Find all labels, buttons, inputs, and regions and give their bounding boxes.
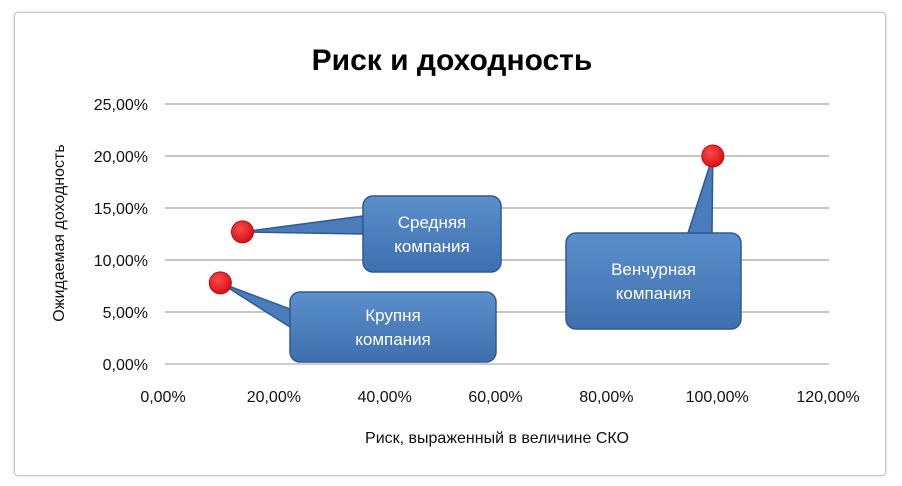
- x-tick-label: 120,00%: [796, 389, 859, 406]
- y-tick-label: 0,00%: [103, 357, 148, 374]
- callout-pointer: [686, 155, 714, 234]
- y-axis-ticks: 0,00% 5,00% 10,00% 15,00% 20,00% 25,00%: [94, 97, 148, 374]
- data-points: [208, 144, 725, 295]
- data-point: [230, 220, 254, 244]
- callout-pointer: [242, 215, 364, 235]
- callout: Венчурная компания: [565, 155, 742, 330]
- y-tick-label: 20,00%: [94, 149, 148, 166]
- callout-box: [289, 291, 497, 363]
- x-tick-label: 40,00%: [358, 389, 412, 406]
- callout: Средняя компания: [242, 195, 502, 273]
- x-axis-ticks: 0,00% 20,00% 40,00% 60,00% 80,00% 100,00% 120,…: [140, 389, 859, 406]
- callout: Крупня компания: [219, 282, 497, 363]
- callout-box: [565, 232, 742, 330]
- x-tick-label: 20,00%: [247, 389, 301, 406]
- x-axis-label: Риск, выраженный в величине СКО: [365, 430, 629, 447]
- y-tick-label: 25,00%: [94, 97, 148, 114]
- callout-label: компания: [355, 330, 431, 349]
- callout-box: [362, 195, 502, 273]
- x-tick-label: 80,00%: [579, 389, 633, 406]
- y-tick-label: 5,00%: [103, 305, 148, 322]
- callout-label: компания: [394, 237, 470, 256]
- chart-title: Риск и доходность: [312, 44, 593, 77]
- callout-label: Крупня: [365, 306, 420, 325]
- x-tick-label: 60,00%: [468, 389, 522, 406]
- callout-label: Венчурная: [611, 260, 696, 279]
- y-tick-label: 10,00%: [94, 253, 148, 270]
- y-axis-label: Ожидаемая доходность: [51, 144, 68, 321]
- callout-label: Средняя: [398, 213, 467, 232]
- data-point: [701, 144, 725, 168]
- y-tick-label: 15,00%: [94, 201, 148, 218]
- callout-pointer: [219, 282, 291, 329]
- callouts: Средняя компания Крупня компания Венчурная ко…: [219, 155, 742, 363]
- callout-label: компания: [616, 284, 692, 303]
- data-point: [208, 271, 232, 295]
- x-tick-label: 100,00%: [686, 389, 749, 406]
- x-tick-label: 0,00%: [140, 389, 185, 406]
